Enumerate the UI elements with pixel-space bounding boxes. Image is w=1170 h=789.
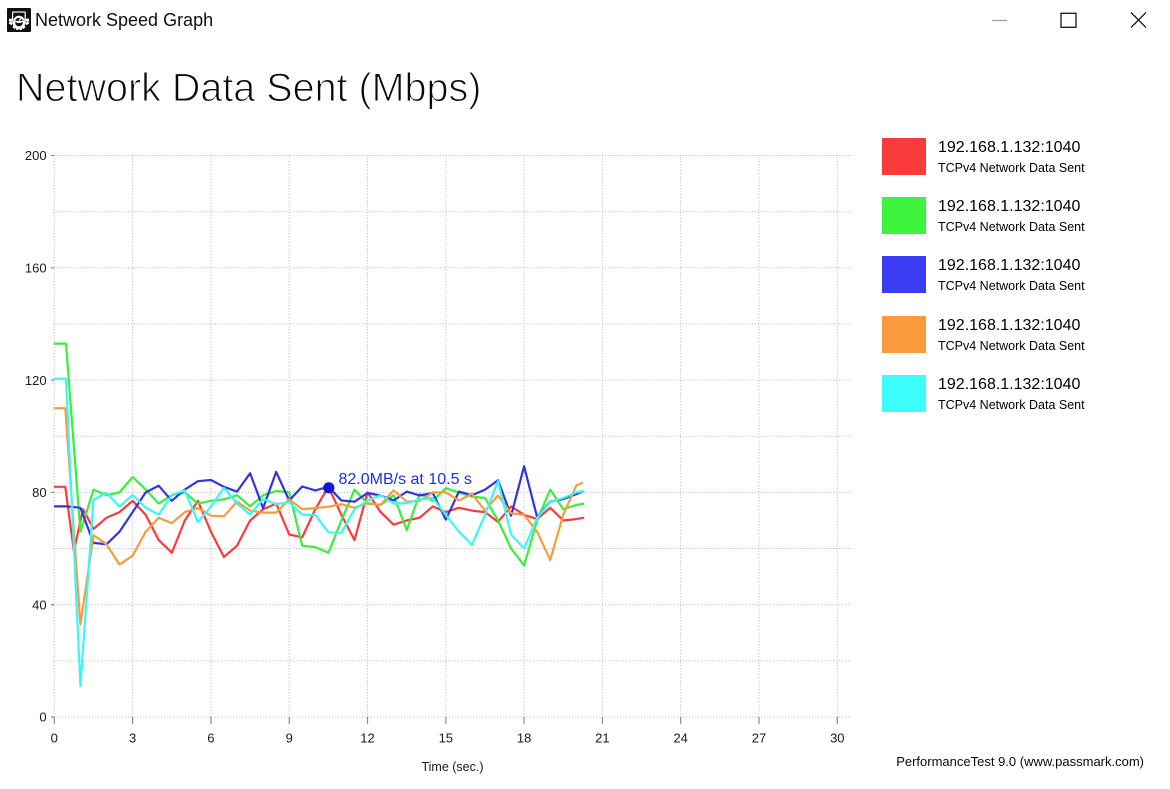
svg-text:21: 21 xyxy=(595,730,609,745)
svg-text:18: 18 xyxy=(517,730,531,745)
svg-text:15: 15 xyxy=(439,730,453,745)
svg-text:12: 12 xyxy=(360,730,374,745)
svg-text:Time (sec.): Time (sec.) xyxy=(421,760,483,774)
svg-text:160: 160 xyxy=(25,261,47,276)
svg-text:82.0MB/s at 10.5 s: 82.0MB/s at 10.5 s xyxy=(339,471,472,488)
svg-text:40: 40 xyxy=(32,597,46,612)
svg-text:3: 3 xyxy=(129,730,136,745)
svg-text:9: 9 xyxy=(286,730,293,745)
svg-text:24: 24 xyxy=(673,730,687,745)
svg-text:200: 200 xyxy=(25,148,47,163)
svg-text:120: 120 xyxy=(25,373,47,388)
svg-text:6: 6 xyxy=(207,730,214,745)
svg-text:0: 0 xyxy=(51,730,58,745)
svg-text:30: 30 xyxy=(830,730,844,745)
svg-text:80: 80 xyxy=(32,485,46,500)
svg-text:27: 27 xyxy=(752,730,766,745)
svg-text:0: 0 xyxy=(39,710,46,725)
